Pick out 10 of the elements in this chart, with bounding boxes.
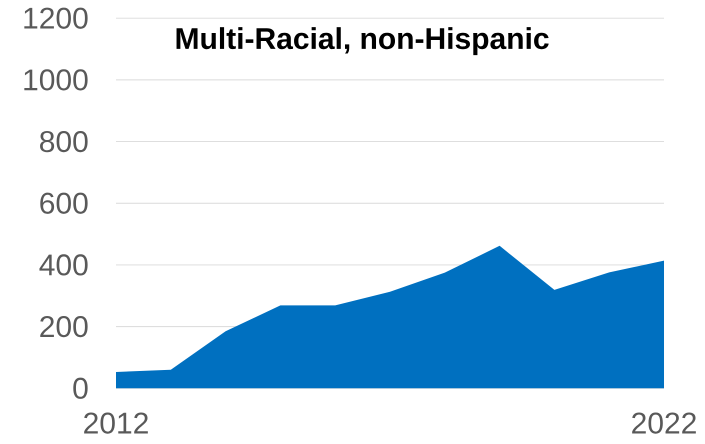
y-tick-label: 0 [73, 378, 88, 399]
y-tick-label: 600 [40, 192, 88, 214]
x-tick-label: 2012 [84, 412, 148, 434]
y-tick-label: 400 [39, 254, 88, 276]
y-tick-label: 1200 [24, 8, 88, 29]
y-tick-label: 800 [40, 130, 88, 152]
chart-title: Multi-Racial, non-Hispanic [176, 27, 549, 56]
y-tick-label: 1000 [24, 69, 88, 91]
y-tick-label: 200 [40, 316, 88, 338]
x-tick-label: 2022 [632, 412, 696, 434]
